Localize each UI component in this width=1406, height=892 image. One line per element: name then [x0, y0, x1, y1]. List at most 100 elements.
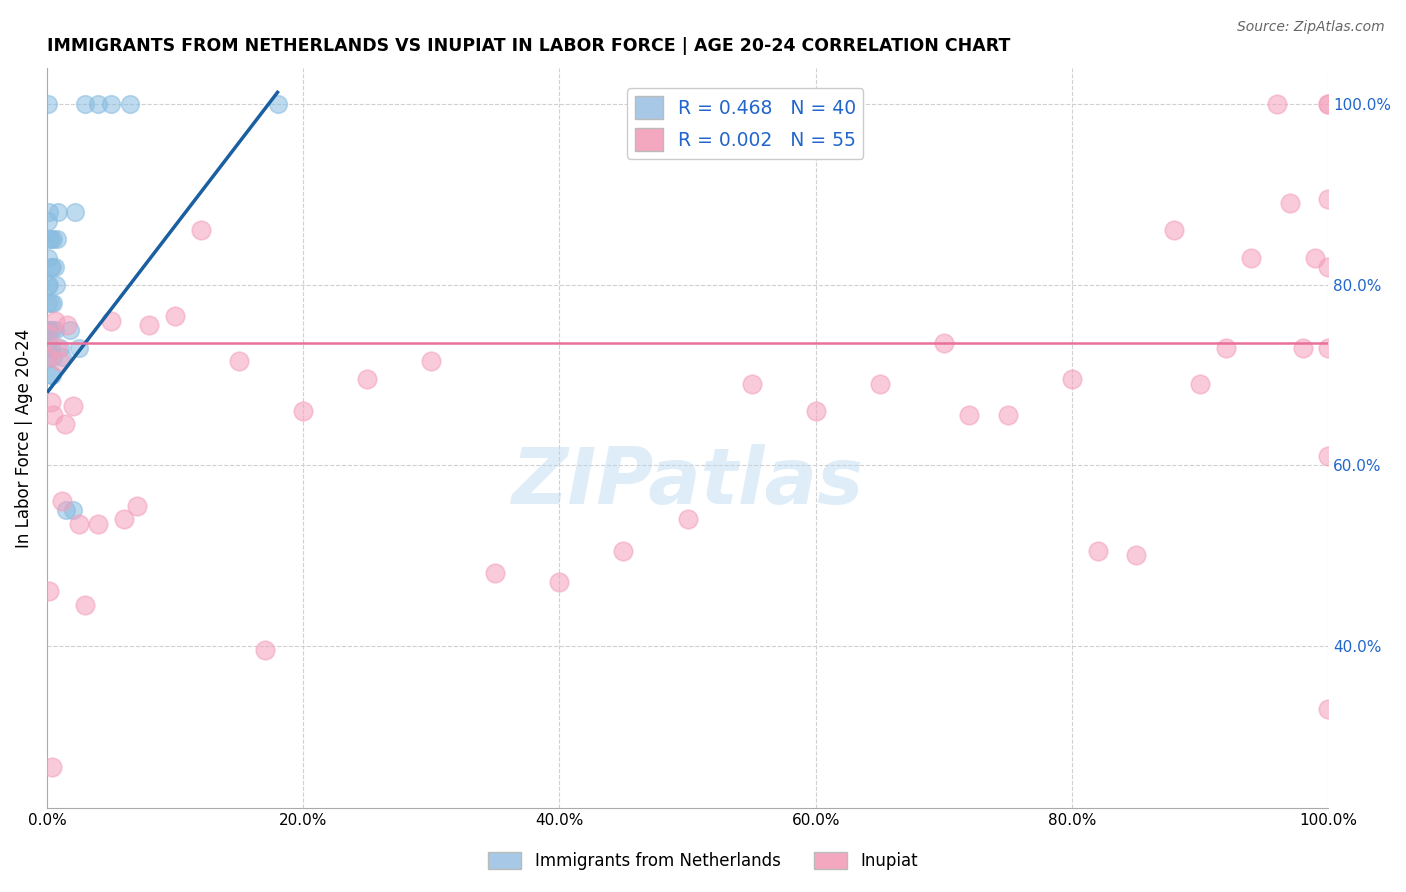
Point: [37, 323, 59, 337]
Point: [39, 395, 62, 409]
Point: [46, 232, 69, 246]
Point: [41, 368, 63, 382]
Point: [138, 318, 160, 333]
Point: [48, 205, 70, 219]
Point: [67, 341, 90, 355]
Point: [42, 350, 65, 364]
Point: [62, 400, 84, 414]
Point: [37, 350, 59, 364]
Point: [48, 341, 70, 355]
Point: [612, 544, 634, 558]
Point: [1125, 549, 1147, 563]
Point: [804, 404, 827, 418]
Point: [62, 503, 84, 517]
Point: [125, 499, 148, 513]
Point: [37, 214, 59, 228]
Point: [63, 205, 86, 219]
Point: [548, 575, 571, 590]
Point: [41, 260, 63, 274]
Point: [100, 97, 122, 112]
Point: [45, 277, 67, 292]
Point: [676, 512, 699, 526]
Legend: R = 0.468   N = 40, R = 0.002   N = 55: R = 0.468 N = 40, R = 0.002 N = 55: [627, 88, 863, 159]
Point: [87, 97, 110, 112]
Point: [228, 354, 250, 368]
Point: [1317, 341, 1340, 355]
Point: [1317, 260, 1340, 274]
Point: [37, 341, 59, 355]
Point: [1317, 702, 1340, 716]
Point: [37, 295, 59, 310]
Point: [53, 417, 76, 432]
Point: [39, 260, 62, 274]
Point: [44, 260, 66, 274]
Point: [1317, 97, 1340, 112]
Point: [100, 314, 122, 328]
Point: [87, 516, 110, 531]
Point: [1291, 341, 1313, 355]
Point: [51, 494, 73, 508]
Point: [112, 512, 135, 526]
Point: [932, 336, 955, 351]
Point: [39, 295, 62, 310]
Point: [1305, 251, 1327, 265]
Point: [1188, 376, 1211, 391]
Point: [253, 643, 276, 657]
Point: [1060, 372, 1083, 386]
Point: [37, 327, 59, 342]
Text: Source: ZipAtlas.com: Source: ZipAtlas.com: [1237, 20, 1385, 34]
Point: [484, 566, 506, 581]
Point: [1215, 341, 1237, 355]
Legend: Immigrants from Netherlands, Inupiat: Immigrants from Netherlands, Inupiat: [481, 845, 925, 877]
Point: [38, 350, 60, 364]
Point: [67, 516, 90, 531]
Point: [51, 350, 73, 364]
Point: [37, 277, 59, 292]
Point: [120, 97, 142, 112]
Point: [56, 318, 79, 333]
Point: [1317, 97, 1340, 112]
Point: [42, 295, 65, 310]
Point: [37, 97, 59, 112]
Point: [42, 232, 65, 246]
Point: [1265, 97, 1288, 112]
Point: [1278, 196, 1301, 211]
Point: [1087, 544, 1109, 558]
Point: [292, 404, 315, 418]
Point: [38, 323, 60, 337]
Point: [190, 223, 212, 237]
Point: [163, 309, 186, 323]
Point: [356, 372, 378, 386]
Point: [957, 409, 980, 423]
Point: [37, 251, 59, 265]
Point: [55, 503, 77, 517]
Point: [46, 341, 69, 355]
Point: [869, 376, 891, 391]
Point: [1317, 192, 1340, 206]
Text: ZIPatlas: ZIPatlas: [512, 444, 863, 520]
Y-axis label: In Labor Force | Age 20-24: In Labor Force | Age 20-24: [15, 328, 32, 548]
Point: [1240, 251, 1263, 265]
Point: [75, 598, 97, 612]
Point: [39, 368, 62, 382]
Point: [38, 584, 60, 599]
Point: [75, 97, 97, 112]
Point: [420, 354, 443, 368]
Point: [997, 409, 1019, 423]
Point: [38, 205, 60, 219]
Point: [1317, 449, 1340, 463]
Point: [39, 232, 62, 246]
Point: [38, 277, 60, 292]
Point: [39, 341, 62, 355]
Point: [266, 97, 288, 112]
Point: [41, 323, 63, 337]
Point: [38, 232, 60, 246]
Point: [44, 323, 66, 337]
Point: [741, 376, 763, 391]
Point: [41, 760, 63, 774]
Point: [48, 354, 70, 368]
Point: [59, 323, 82, 337]
Point: [44, 314, 66, 328]
Point: [1163, 223, 1185, 237]
Text: IMMIGRANTS FROM NETHERLANDS VS INUPIAT IN LABOR FORCE | AGE 20-24 CORRELATION CH: IMMIGRANTS FROM NETHERLANDS VS INUPIAT I…: [46, 37, 1011, 55]
